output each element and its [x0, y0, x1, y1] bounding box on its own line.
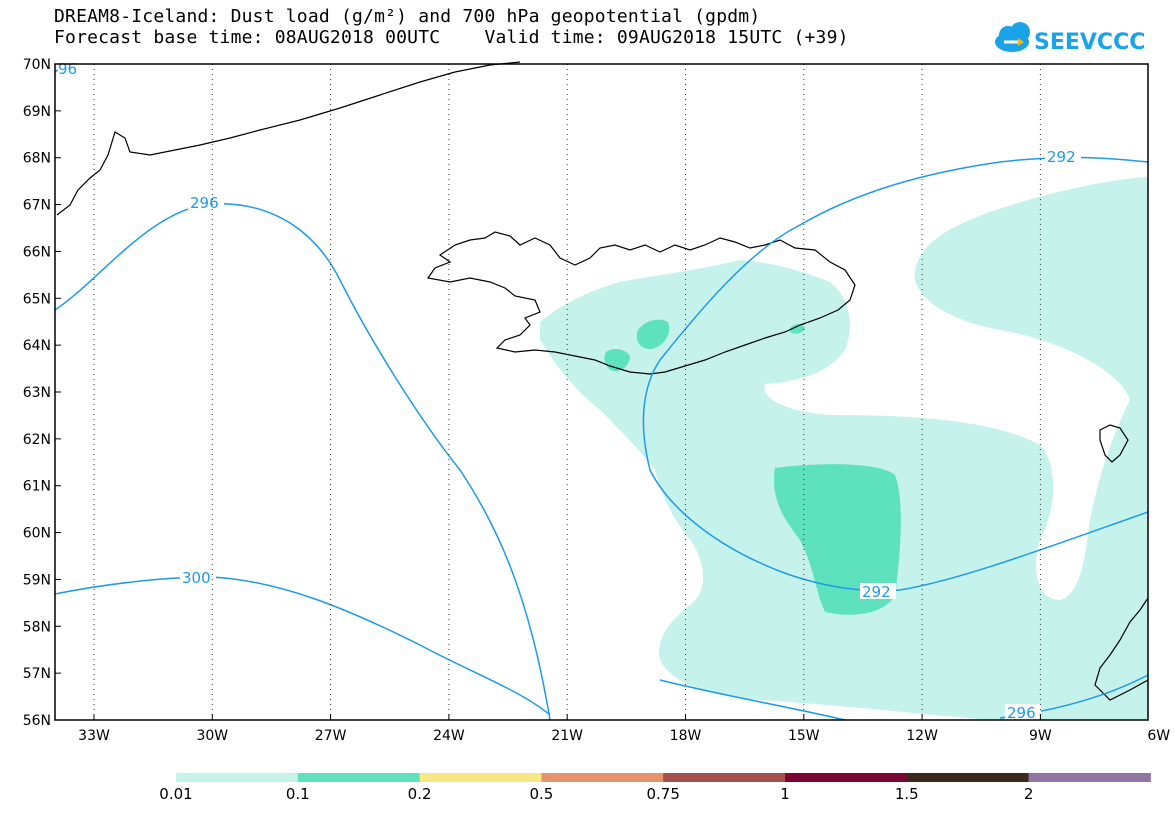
- iceland-coast: [426, 231, 856, 375]
- lon-label: 18W: [670, 728, 702, 744]
- colorbar-label: 0.2: [407, 785, 432, 803]
- colorbar-label: 0.1: [285, 785, 310, 803]
- lat-label: 70N: [23, 57, 51, 73]
- lon-label: 30W: [196, 728, 228, 744]
- contour-292: [642, 156, 1149, 592]
- contour-label: 296: [1007, 704, 1036, 722]
- map-subtitle: Forecast base time: 08AUG2018 00UTC Vali…: [54, 27, 849, 48]
- longitude-labels: 33W 30W 27W 24W 21W 18W 15W 12W 9W 6W: [78, 728, 1170, 744]
- lat-label: 57N: [23, 666, 51, 682]
- dust-area-medium-south: [774, 464, 901, 615]
- colorbar-label: 0.01: [159, 785, 193, 803]
- coastlines: [56, 61, 1149, 701]
- contour-label: 96: [58, 60, 77, 78]
- lon-label: 21W: [551, 728, 583, 744]
- contour-label: 292: [1047, 148, 1076, 166]
- lat-label: 64N: [23, 338, 51, 354]
- map-frame: [54, 63, 1149, 721]
- lat-label: 63N: [23, 385, 51, 401]
- lat-label: 59N: [23, 572, 51, 588]
- lat-label: 65N: [23, 291, 51, 307]
- dust-area-medium-east: [790, 324, 805, 334]
- lat-label: 61N: [23, 479, 51, 495]
- dust-area-medium-iceland-2: [604, 348, 630, 372]
- lat-label: 56N: [23, 713, 51, 729]
- faroe-coast: [1099, 424, 1129, 463]
- gridlines: [55, 64, 1041, 720]
- lat-label: 68N: [23, 151, 51, 167]
- lat-label: 67N: [23, 198, 51, 214]
- lat-label: 66N: [23, 244, 51, 260]
- latitude-labels: 70N 69N 68N 67N 66N 65N 64N 63N 62N 61N 60N 59N 58N 5…: [23, 57, 51, 729]
- geopotential-contours: [54, 63, 1149, 721]
- lat-label: 58N: [23, 619, 51, 635]
- greenland-coast: [56, 61, 521, 216]
- cloud-icon: [995, 22, 1030, 52]
- contour-296-west: [54, 203, 551, 721]
- lon-label: 6W: [1147, 728, 1170, 744]
- contour-label: 300: [182, 569, 211, 587]
- seevccc-logo: SEEVCCC: [995, 22, 1145, 55]
- dust-area-light: [540, 177, 1148, 720]
- lon-label: 12W: [906, 728, 938, 744]
- lon-label: 9W: [1029, 728, 1052, 744]
- lon-label: 24W: [433, 728, 465, 744]
- lat-label: 60N: [23, 526, 51, 542]
- contour-label: 292: [862, 583, 891, 601]
- contour-296-south: [659, 679, 846, 721]
- lon-label: 15W: [788, 728, 820, 744]
- contour-label: 296: [190, 194, 219, 212]
- map-title: DREAM8-Iceland: Dust load (g/m²) and 700…: [54, 6, 761, 27]
- colorbar-label: 0.5: [529, 785, 554, 803]
- scotland-coast: [1094, 597, 1149, 701]
- colorbar-label: 2: [1023, 785, 1034, 803]
- colorbar-label: 0.75: [646, 785, 680, 803]
- logo-text: SEEVCCC: [1034, 30, 1145, 55]
- dust-area-medium-iceland: [636, 319, 670, 350]
- lon-label: 33W: [78, 728, 110, 744]
- colorbar-label: 1: [780, 785, 790, 803]
- dust-shading: [540, 177, 1148, 720]
- lat-label: 62N: [23, 432, 51, 448]
- lat-label: 69N: [23, 104, 51, 120]
- colorbar-label: 1.5: [894, 785, 919, 803]
- lon-label: 27W: [315, 728, 347, 744]
- contour-300: [54, 576, 551, 716]
